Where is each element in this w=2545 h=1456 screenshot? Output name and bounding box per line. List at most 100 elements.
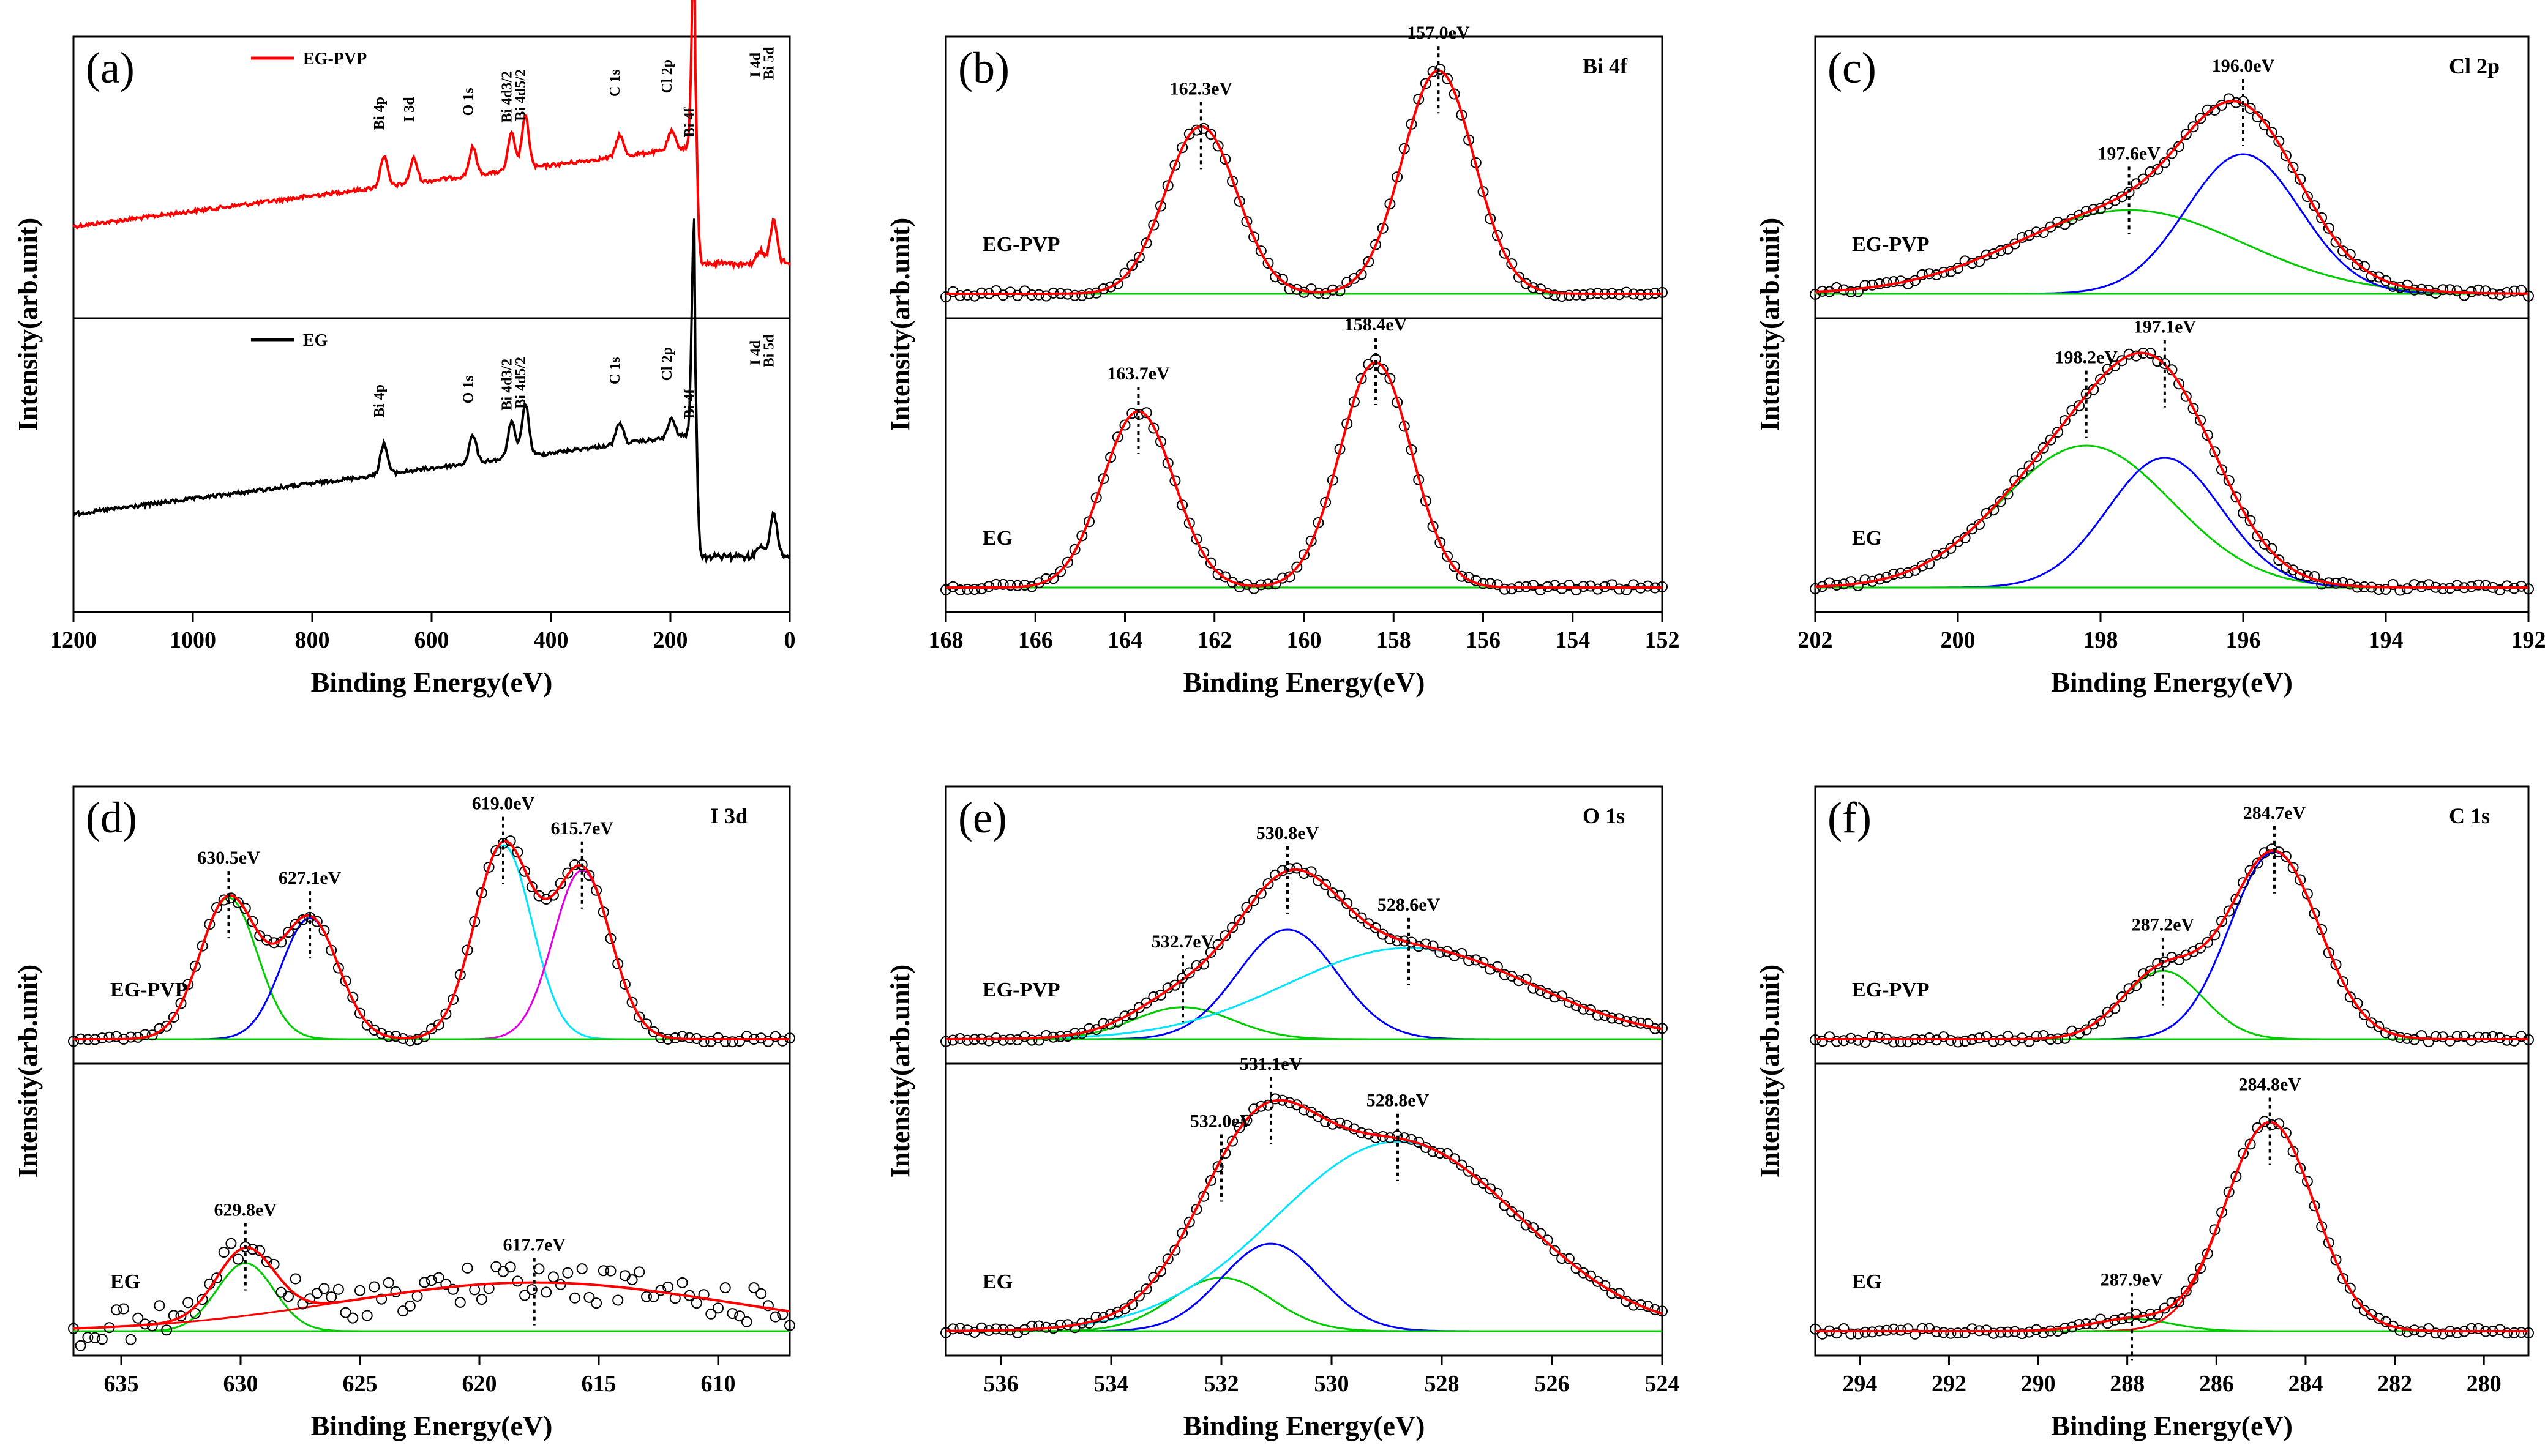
data-point (1227, 922, 1238, 933)
data-point (2166, 147, 2178, 159)
data-point (2380, 275, 2391, 286)
fitted-envelope (946, 1099, 1663, 1332)
data-point (433, 1272, 444, 1283)
data-point (2088, 1018, 2099, 1030)
data-point (555, 878, 566, 889)
data-point (541, 1286, 552, 1298)
data-point (2373, 584, 2385, 595)
data-point (2487, 1031, 2498, 1042)
data-point (2238, 877, 2249, 889)
data-point (490, 845, 502, 856)
data-point (111, 1304, 122, 1316)
data-point (519, 865, 531, 877)
data-point (734, 1310, 746, 1322)
data-point (2430, 1031, 2442, 1042)
data-point (2301, 191, 2313, 203)
data-point (2259, 119, 2270, 131)
x-tick-label: 162 (1197, 627, 1232, 653)
data-point (1420, 938, 1431, 950)
data-point (2088, 204, 2099, 215)
fitted-envelope (1815, 100, 2528, 295)
data-point (2465, 1035, 2477, 1047)
data-point (2416, 1030, 2427, 1042)
data-point (1355, 269, 1367, 280)
data-point (2508, 1035, 2520, 1047)
data-point (569, 1292, 580, 1304)
x-tick-label: 1200 (50, 627, 97, 653)
data-point (233, 1253, 244, 1265)
data-point (1542, 1234, 1553, 1246)
panel-e: 536 534 532 530 528 526 524 Binding Energy(eV) I… (885, 785, 1680, 1441)
survey-spectrum (72, 218, 791, 564)
data-point (1255, 887, 1267, 899)
sample-label: EG (1852, 527, 1882, 550)
component-peak-0 (73, 897, 790, 1040)
data-point (2037, 442, 2049, 454)
data-point (2216, 916, 2228, 927)
survey-peak-label: I 3d (402, 97, 418, 122)
survey-peak-label: Bi 4f (682, 389, 698, 419)
data-point (2516, 285, 2527, 296)
fitted-envelope (946, 868, 1663, 1040)
data-point (1952, 1327, 1963, 1339)
data-point (770, 1311, 781, 1323)
data-point (2502, 580, 2513, 592)
data-point (2137, 968, 2149, 980)
data-point (1859, 280, 1871, 291)
data-point (2102, 1318, 2113, 1329)
peak-value-label: 617.7eV (503, 1235, 566, 1255)
data-point (1592, 1009, 1603, 1021)
data-point (2173, 141, 2185, 152)
data-point (990, 578, 1002, 590)
data-point (2459, 289, 2470, 301)
data-point (2116, 991, 2127, 1002)
data-point (1491, 230, 1503, 241)
peak-value-label: 530.8eV (1256, 823, 1319, 843)
x-tick-label: 156 (1466, 627, 1501, 653)
data-point (2195, 942, 2206, 954)
data-point (2516, 580, 2527, 592)
data-point (2480, 580, 2492, 591)
data-point (1119, 1010, 1131, 1022)
data-point (1112, 1306, 1123, 1318)
data-point (2266, 543, 2277, 554)
data-point (2131, 350, 2142, 362)
data-point (1270, 271, 1281, 283)
data-point (1341, 898, 1353, 909)
data-point (1155, 1266, 1166, 1277)
data-point (1859, 1037, 1871, 1048)
x-tick-label: 194 (2369, 627, 2404, 653)
data-point (2316, 578, 2328, 590)
data-point (2280, 150, 2292, 162)
data-point (1621, 286, 1632, 298)
data-point (1355, 912, 1367, 924)
data-point (2394, 584, 2406, 596)
data-point (239, 903, 251, 914)
x-tick-label: 530 (1314, 1371, 1349, 1397)
data-point (247, 1244, 258, 1255)
peak-value-label: 627.1eV (279, 868, 342, 888)
data-point (2337, 976, 2349, 988)
data-point (1384, 198, 1396, 210)
x-tick-label: 625 (343, 1371, 378, 1397)
data-point (762, 1300, 774, 1312)
data-point (583, 1291, 595, 1303)
data-point (261, 934, 272, 946)
core-level-title: C 1s (2449, 804, 2490, 828)
data-point (976, 1322, 988, 1334)
data-point (612, 1294, 624, 1306)
data-point (1499, 583, 1510, 595)
data-point (983, 1035, 995, 1047)
x-tick-label: 160 (1287, 627, 1322, 653)
data-point (997, 578, 1009, 590)
data-point (1456, 570, 1467, 582)
data-point (318, 1283, 330, 1294)
data-point (261, 1256, 272, 1267)
data-point (2344, 1282, 2356, 1294)
data-point (2423, 1036, 2434, 1048)
peak-value-label: 615.7eV (550, 818, 613, 838)
panel-label: (a) (86, 43, 135, 92)
data-point (1177, 142, 1188, 154)
data-point (1220, 571, 1231, 583)
peak-value-label: 287.2eV (2132, 915, 2195, 935)
